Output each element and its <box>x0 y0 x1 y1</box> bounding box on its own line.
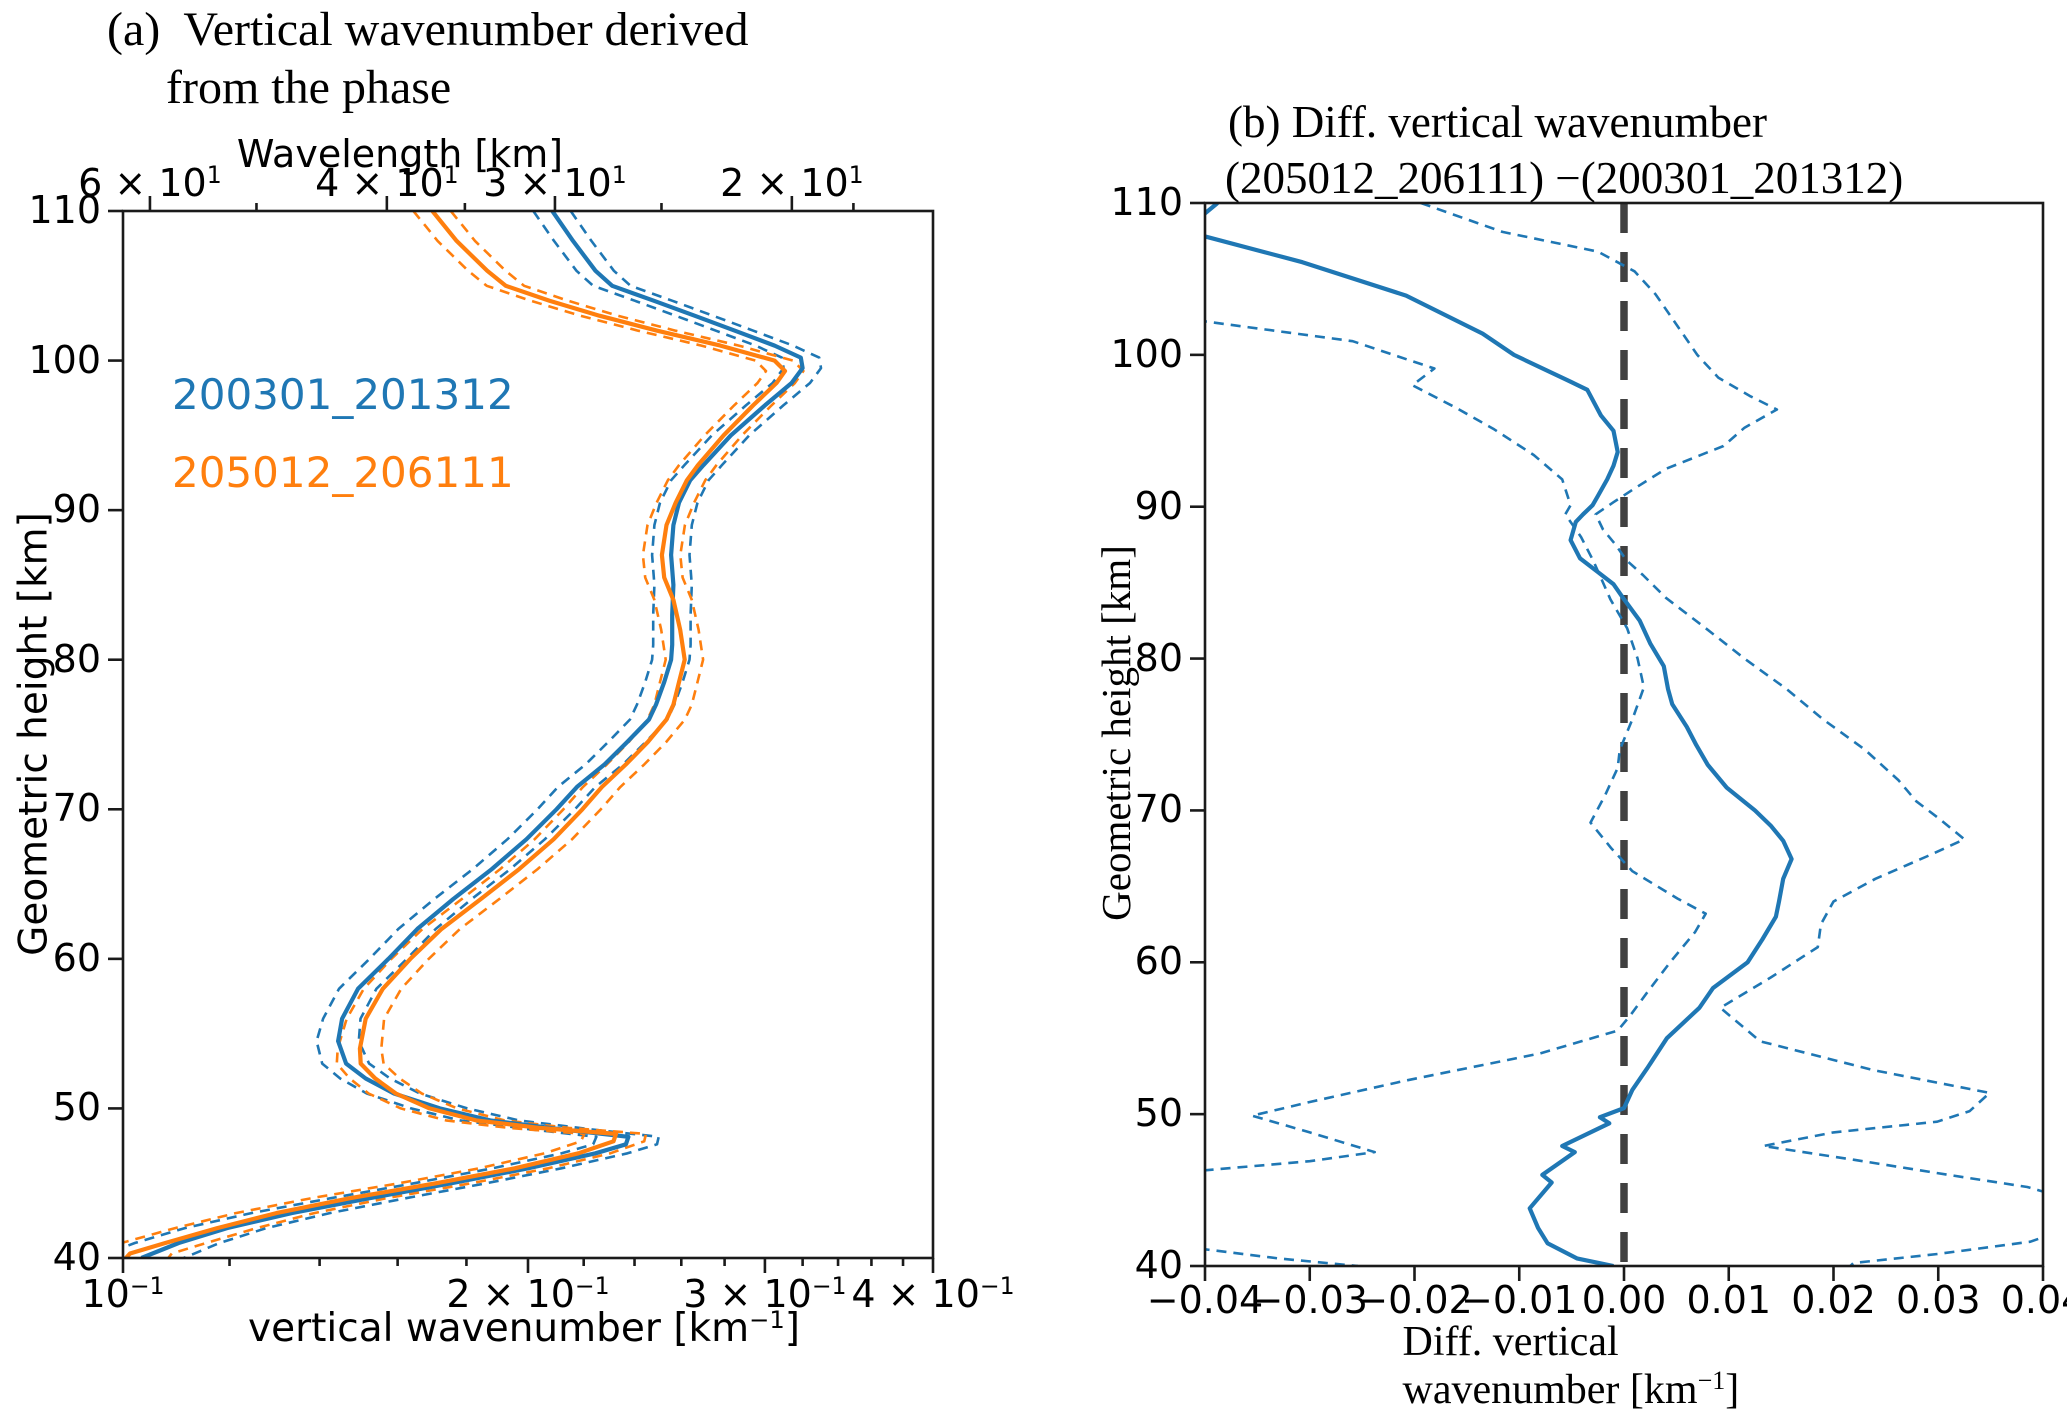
b-x-tick-label-7: 0.03 <box>1895 1278 1981 1322</box>
legend-item-200301-201312: 200301_201312 <box>172 370 514 419</box>
a-x-tick-label-2-exp: −1 <box>811 1272 847 1301</box>
a-band-upper-200301_201312 <box>183 211 823 1258</box>
a-x-tick-label-2: 3 × 10−1 <box>683 1272 846 1316</box>
b-x-tick-label-8: 0.04 <box>2000 1278 2067 1322</box>
b-x-tick-label-2: −0.02 <box>1356 1278 1473 1322</box>
panel-a-title-line1: (a) Vertical wavenumber derived <box>107 3 749 56</box>
a-band-lower-205012_206111 <box>123 211 768 1244</box>
b-x-tick-label-0: −0.04 <box>1146 1278 1264 1322</box>
panel-a-x-axis-label-end: ] <box>784 1306 800 1351</box>
b-difference-line <box>1205 203 1794 1266</box>
b-x-tick-label-6: 0.02 <box>1791 1278 1876 1322</box>
a-wavelength-tick-label-3: 2 × 101 <box>720 161 864 205</box>
panel-a-top-axis-label: Wavelength [km] <box>236 132 564 176</box>
b-y-tick-label-80: 80 <box>1134 635 1183 680</box>
a-x-tick-label-3-exp: −1 <box>979 1272 1015 1301</box>
b-x-tick-label-4: 0.00 <box>1581 1278 1667 1322</box>
b-x-tick-label-1: −0.03 <box>1251 1278 1368 1322</box>
a-wavelength-tick-label-1: 4 × 101 <box>315 161 459 205</box>
a-series-line-200301_201312 <box>140 211 805 1258</box>
a-x-tick-label-0-exp: −1 <box>129 1272 165 1301</box>
a-y-tick-label-80: 80 <box>52 636 101 681</box>
a-wavelength-tick-label-2: 3 × 101 <box>483 161 627 205</box>
b-x-tick-label-5: 0.01 <box>1686 1278 1772 1322</box>
a-series-line-205012_206111 <box>124 211 788 1258</box>
a-x-tick-label-1: 2 × 10−1 <box>446 1272 609 1316</box>
b-y-tick-label-70: 70 <box>1134 787 1183 832</box>
a-wavelength-tick-label-0-exp: 1 <box>206 161 222 190</box>
a-y-tick-label-110: 110 <box>28 188 101 232</box>
a-x-tick-label-1-base: 2 × 10 <box>446 1272 575 1316</box>
legend-item-205012-206111: 205012_206111 <box>172 448 514 497</box>
a-y-tick-label-50: 50 <box>52 1085 101 1130</box>
b-y-tick-label-110: 110 <box>1110 180 1183 224</box>
panel-a-x-axis-label-sup: −1 <box>749 1305 785 1334</box>
b-upper_bound-line <box>1420 203 2043 1266</box>
chart-canvas <box>108 196 2045 1281</box>
b-y-tick-label-40: 40 <box>1134 1243 1183 1287</box>
a-wavelength-tick-label-1-exp: 1 <box>443 161 459 190</box>
panel-a-title-line2: from the phase <box>166 61 452 114</box>
b-y-tick-label-100: 100 <box>1110 331 1183 376</box>
a-x-tick-label-3-base: 4 × 10 <box>851 1272 980 1316</box>
a-band-lower-200301_201312 <box>123 211 785 1249</box>
panel-a-x-axis-label: vertical wavenumber [km−1] <box>248 1306 800 1351</box>
a-band-upper-205012_206111 <box>167 211 805 1258</box>
a-wavelength-tick-label-3-base: 2 × 10 <box>720 161 849 205</box>
a-wavelength-tick-label-0: 6 × 101 <box>78 161 222 205</box>
a-x-tick-label-2-base: 3 × 10 <box>683 1272 812 1316</box>
a-plot-frame <box>121 209 935 1260</box>
b-y-tick-label-90: 90 <box>1134 483 1183 528</box>
a-x-tick-label-0: 10−1 <box>81 1272 164 1316</box>
panel-b-title-line1: (b) Diff. vertical wavenumber <box>1228 97 1767 147</box>
panel-b-title-line2: (205012_206111) −(200301_201312) <box>1225 153 1904 203</box>
a-y-tick-label-70: 70 <box>52 786 101 831</box>
b-y-tick-label-60: 60 <box>1134 939 1183 984</box>
panel-b-x-axis-label: Diff. vertical wavenumber [km−1] <box>1403 1318 1846 1414</box>
a-x-tick-label-1-exp: −1 <box>574 1272 610 1301</box>
panel-b-x-axis-label-sup: −1 <box>1697 1365 1726 1395</box>
a-y-tick-label-40: 40 <box>52 1235 101 1279</box>
a-wavelength-tick-label-3-exp: 1 <box>848 161 864 190</box>
b-lower_bound-line <box>1205 319 1707 1266</box>
a-y-tick-label-60: 60 <box>52 935 101 980</box>
a-x-tick-label-3: 4 × 10−1 <box>851 1272 1014 1316</box>
b-x-tick-label-3: −0.01 <box>1461 1278 1578 1322</box>
a-wavelength-tick-label-2-exp: 1 <box>611 161 627 190</box>
a-x-tick-label-0-base: 10 <box>81 1272 130 1316</box>
figure-page: { "figure": {"background":"#ffffff","acc… <box>11 3 2067 1413</box>
a-wavelength-tick-label-2-base: 3 × 10 <box>483 161 612 205</box>
panel-b-x-axis-label-text: Diff. vertical wavenumber [km <box>1402 1319 1698 1413</box>
a-y-tick-label-90: 90 <box>52 487 101 532</box>
b-y-tick-label-50: 50 <box>1134 1091 1183 1136</box>
a-wavelength-tick-label-1-base: 4 × 10 <box>315 161 444 205</box>
a-y-tick-label-100: 100 <box>28 337 101 382</box>
panel-a-x-axis-label-text: vertical wavenumber [km <box>248 1306 750 1351</box>
a-wavelength-tick-label-0-base: 6 × 10 <box>78 161 207 205</box>
